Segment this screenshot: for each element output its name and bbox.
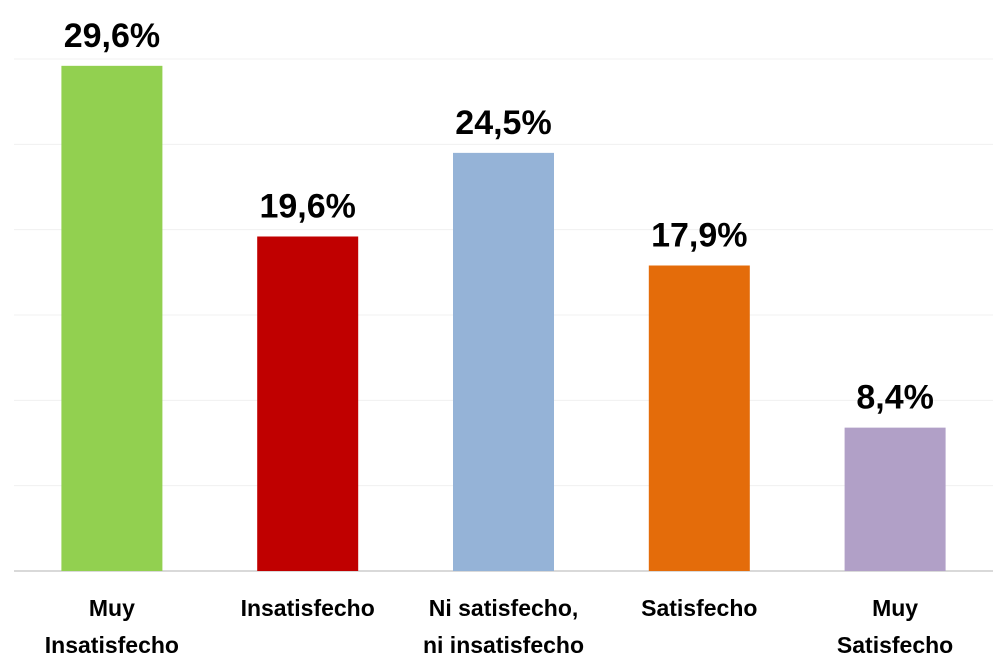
tick-label: Insatisfecho bbox=[241, 595, 375, 621]
bar bbox=[648, 265, 750, 571]
bar bbox=[257, 236, 359, 571]
tick-label: ni insatisfecho bbox=[423, 632, 584, 658]
data-label: 17,9% bbox=[651, 217, 747, 255]
tick-label: Satisfecho bbox=[837, 632, 953, 658]
data-label: 19,6% bbox=[259, 187, 355, 225]
tick-label: Muy bbox=[872, 595, 918, 621]
data-label: 24,5% bbox=[455, 104, 551, 142]
tick-label: Insatisfecho bbox=[45, 632, 179, 658]
tick-label: Ni satisfecho, bbox=[429, 595, 579, 621]
data-label: 8,4% bbox=[856, 379, 934, 417]
category-labels: Muy Insatisfecho Insatisfecho Ni satisfecho… bbox=[45, 595, 953, 658]
tick-label: Muy bbox=[89, 595, 135, 621]
data-label: 29,6% bbox=[64, 17, 160, 55]
bar bbox=[844, 427, 946, 571]
bars bbox=[61, 65, 946, 572]
bar bbox=[453, 152, 554, 571]
bar bbox=[61, 65, 163, 572]
value-labels: 29,6% 19,6% 24,5% 17,9% 8,4% bbox=[64, 17, 934, 417]
tick-label: Satisfecho bbox=[641, 595, 757, 621]
